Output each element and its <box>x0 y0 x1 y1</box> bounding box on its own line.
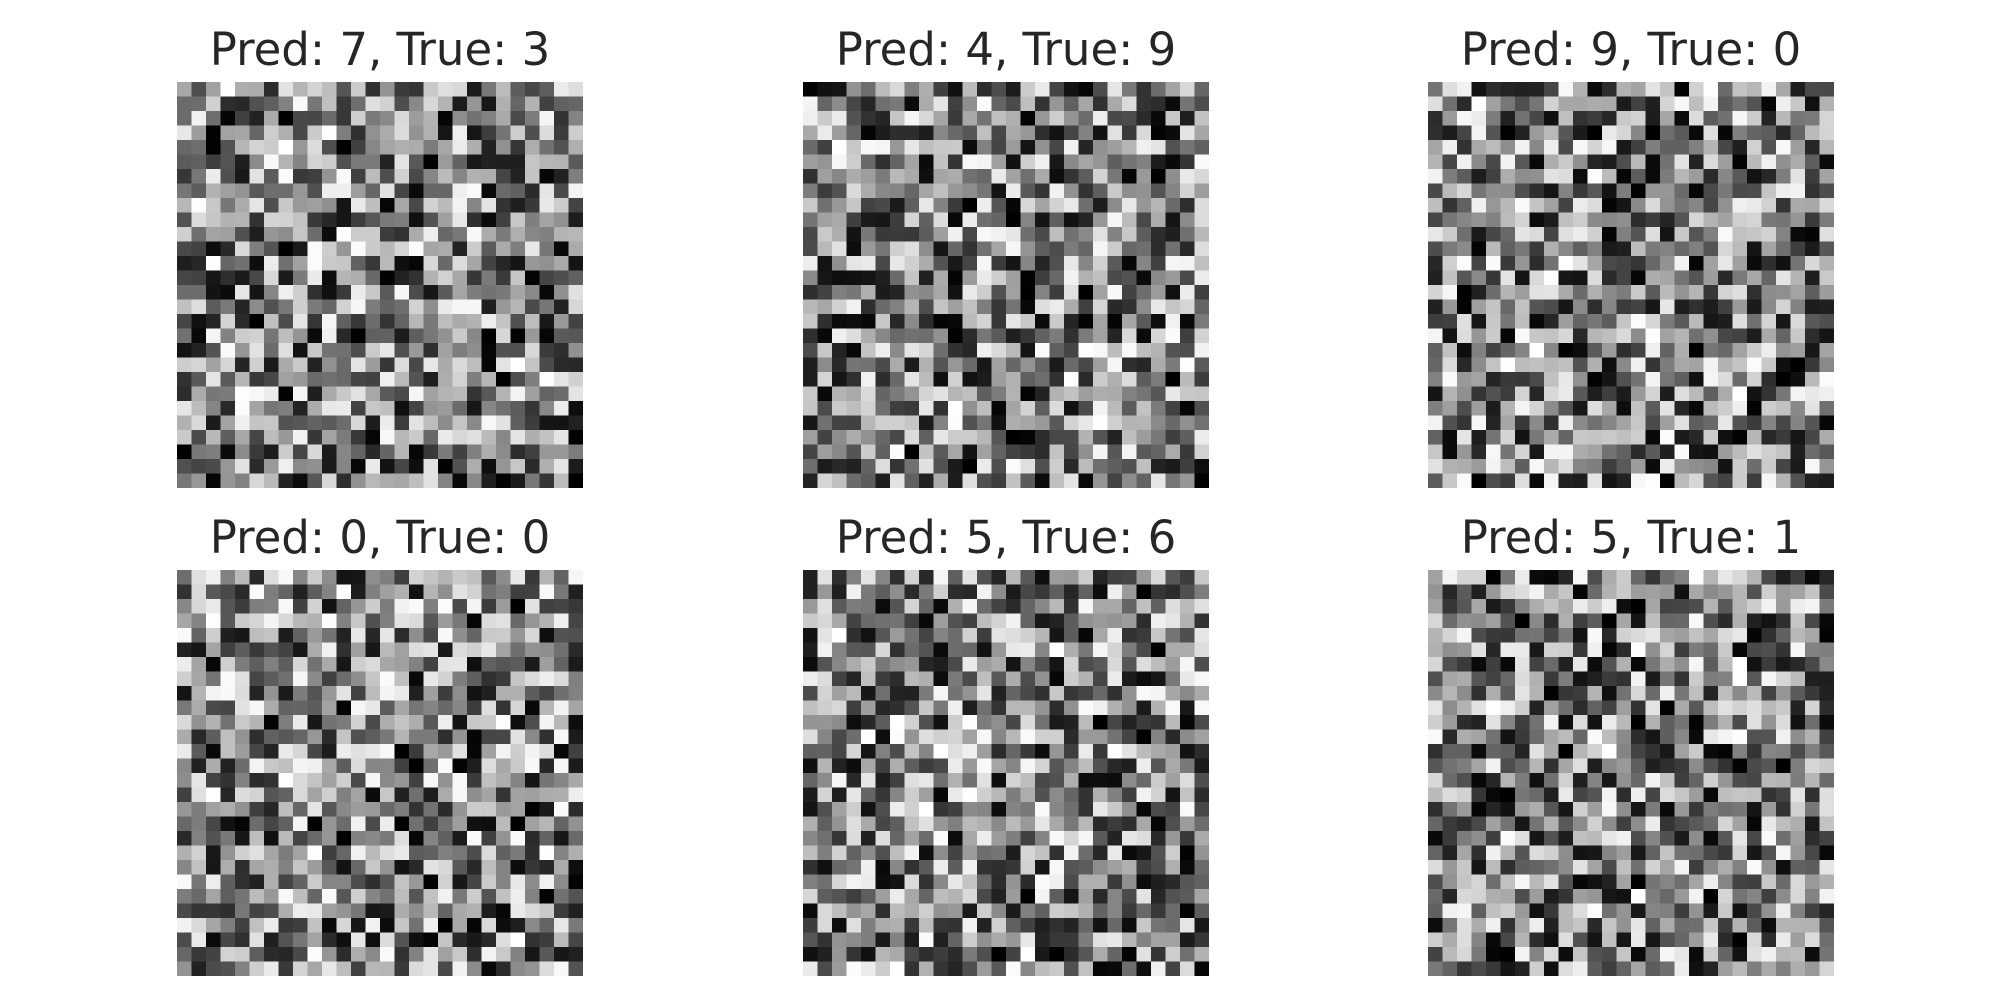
noise-image <box>177 570 583 976</box>
noise-image <box>1428 82 1834 488</box>
panel-title: Pred: 7, True: 3 <box>209 23 551 76</box>
panel-title: Pred: 4, True: 9 <box>835 23 1177 76</box>
noise-image <box>803 82 1209 488</box>
panel-title: Pred: 5, True: 6 <box>835 511 1177 564</box>
panel-title: Pred: 9, True: 0 <box>1460 23 1802 76</box>
noise-image <box>803 570 1209 976</box>
noise-image <box>177 82 583 488</box>
noise-image <box>1428 570 1834 976</box>
panel-title: Pred: 5, True: 1 <box>1460 511 1802 564</box>
panel-title: Pred: 0, True: 0 <box>209 511 551 564</box>
